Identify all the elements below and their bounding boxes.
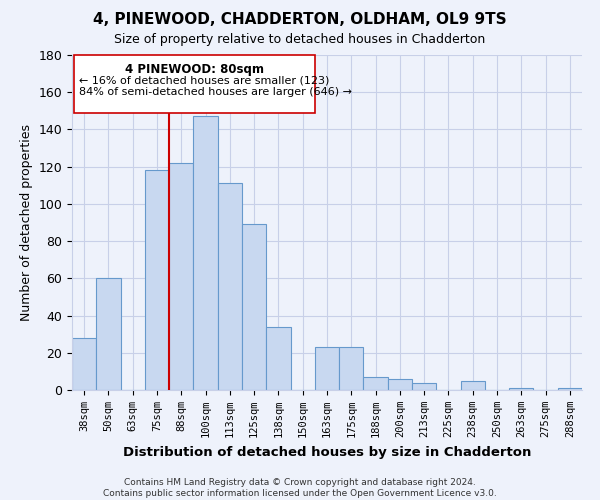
Text: 4 PINEWOOD: 80sqm: 4 PINEWOOD: 80sqm <box>125 64 264 76</box>
Bar <box>364 377 388 390</box>
Bar <box>509 388 533 390</box>
Bar <box>339 347 364 390</box>
Text: Size of property relative to detached houses in Chadderton: Size of property relative to detached ho… <box>115 32 485 46</box>
Text: 84% of semi-detached houses are larger (646) →: 84% of semi-detached houses are larger (… <box>79 86 352 97</box>
FancyBboxPatch shape <box>74 55 315 112</box>
Bar <box>193 116 218 390</box>
Text: Contains HM Land Registry data © Crown copyright and database right 2024.
Contai: Contains HM Land Registry data © Crown c… <box>103 478 497 498</box>
Bar <box>388 379 412 390</box>
Y-axis label: Number of detached properties: Number of detached properties <box>20 124 33 321</box>
Bar <box>266 326 290 390</box>
Bar <box>412 382 436 390</box>
Bar <box>558 388 582 390</box>
Bar <box>96 278 121 390</box>
Text: ← 16% of detached houses are smaller (123): ← 16% of detached houses are smaller (12… <box>79 76 329 86</box>
Bar <box>461 380 485 390</box>
Text: 4, PINEWOOD, CHADDERTON, OLDHAM, OL9 9TS: 4, PINEWOOD, CHADDERTON, OLDHAM, OL9 9TS <box>93 12 507 28</box>
Bar <box>218 184 242 390</box>
Bar <box>145 170 169 390</box>
X-axis label: Distribution of detached houses by size in Chadderton: Distribution of detached houses by size … <box>123 446 531 458</box>
Bar <box>169 163 193 390</box>
Bar <box>72 338 96 390</box>
Bar <box>315 347 339 390</box>
Bar <box>242 224 266 390</box>
